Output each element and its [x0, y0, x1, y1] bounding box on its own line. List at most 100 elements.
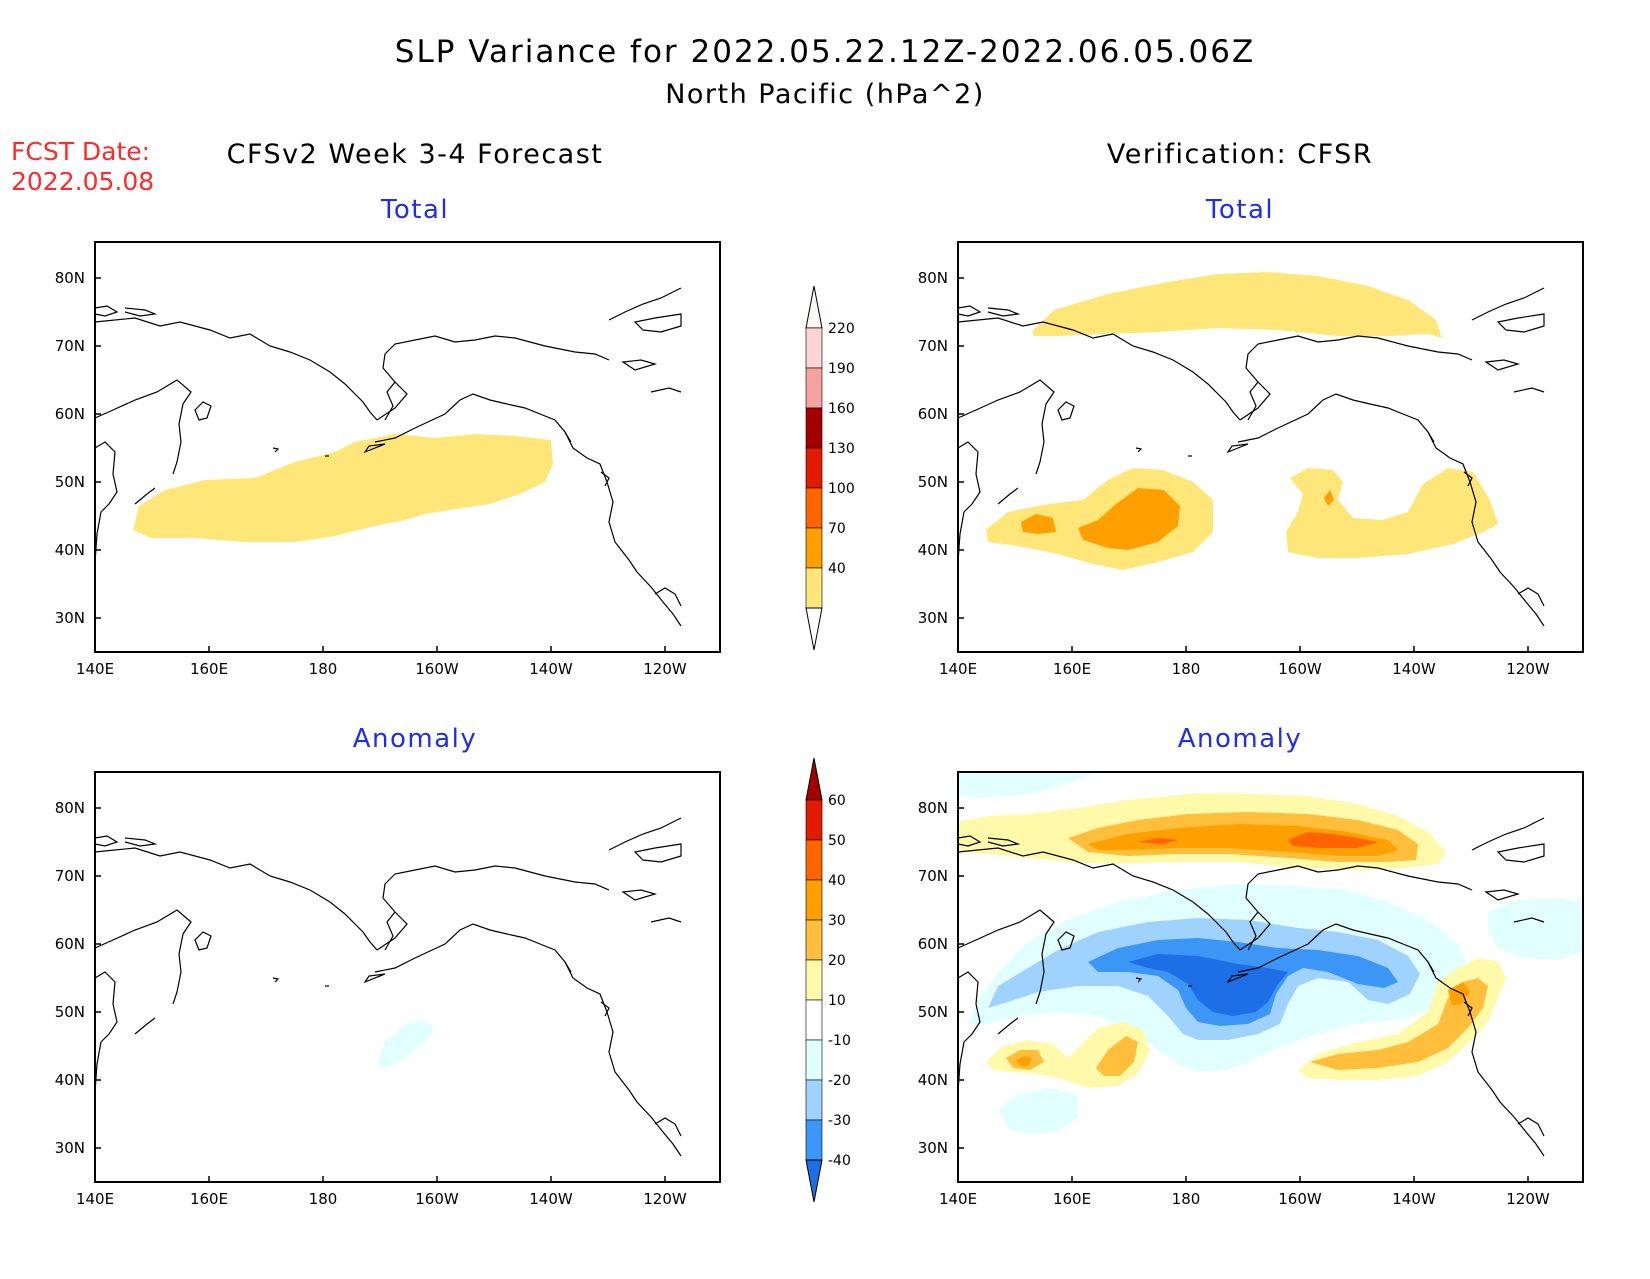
colorbar-label: 100 [828, 481, 855, 497]
colorbar-label: -40 [828, 1153, 851, 1169]
fcst-date-label: FCST Date: [11, 137, 150, 166]
colorbar-swatch [805, 757, 823, 801]
axis-labels: 140E 160E 180 160W 140W 120W 80N 70N 60N 50N 40N 30… [55, 269, 1550, 1208]
lat-label: 80N [918, 269, 948, 287]
colorbar-label: -20 [828, 1073, 851, 1089]
map-frame [94, 771, 721, 1183]
lon-label: 140E [76, 1190, 114, 1208]
lon-label: 180 [1172, 1190, 1201, 1208]
lat-label: 60N [55, 935, 85, 953]
map-forecast-total [94, 241, 721, 653]
map-frame [957, 771, 1584, 1183]
lon-label: 140E [76, 660, 114, 678]
contour-70-100-east [1324, 490, 1334, 506]
colorbar-anomaly: 60 50 40 30 20 10 -10 -20 -30 -40 [805, 757, 851, 1203]
contour-neg10-neg20 [377, 1020, 435, 1068]
lon-label: 120W [1506, 660, 1550, 678]
lat-label: 80N [55, 799, 85, 817]
lon-label: 140W [1392, 1190, 1436, 1208]
lat-label: 80N [918, 799, 948, 817]
lon-label: 160W [415, 660, 459, 678]
colorbar-label: 50 [828, 833, 846, 849]
colorbar-swatch [805, 1039, 823, 1081]
colorbar-label: 30 [828, 913, 846, 929]
lat-label: 70N [918, 337, 948, 355]
contour-neg10-neg20-sw [998, 1088, 1078, 1134]
lon-label: 180 [309, 1190, 338, 1208]
lon-label: 160E [1053, 1190, 1091, 1208]
lat-label: 40N [918, 541, 948, 559]
fcst-date-value: 2022.05.08 [11, 167, 154, 196]
lon-label: 140W [529, 660, 573, 678]
lat-label: 70N [55, 337, 85, 355]
colorbar-swatch [805, 879, 823, 921]
colorbar-label: 190 [828, 361, 855, 377]
lon-label: 160W [1278, 1190, 1322, 1208]
colorbar-label: 10 [828, 993, 846, 1009]
lon-label: 180 [1172, 660, 1201, 678]
lat-label: 30N [55, 609, 85, 627]
colorbar-label: -30 [828, 1113, 851, 1129]
contour-20-30-se [1310, 978, 1488, 1070]
colorbar-label: 160 [828, 401, 855, 417]
colorbar-swatch [805, 1079, 823, 1121]
figure-title: SLP Variance for 2022.05.22.12Z-2022.06.… [395, 34, 1255, 70]
lat-label: 40N [918, 1071, 948, 1089]
colorbar-label: 70 [828, 521, 846, 537]
lat-label: 50N [918, 473, 948, 491]
contour-40-50-north-b [1288, 832, 1378, 848]
map-verification-anomaly [957, 771, 1584, 1183]
contour-70-100-west [1021, 514, 1056, 534]
verification-heading: Verification: CFSR [1107, 139, 1373, 170]
colorbar-swatch [805, 487, 823, 529]
lon-label: 180 [309, 660, 338, 678]
colorbar-swatch [805, 607, 823, 651]
lon-label: 120W [1506, 1190, 1550, 1208]
contour-40-70-north [1033, 272, 1442, 338]
lon-label: 120W [643, 1190, 687, 1208]
lon-label: 160E [190, 1190, 228, 1208]
lat-label: 80N [55, 269, 85, 287]
colorbar-label: 60 [828, 793, 846, 809]
colorbar-swatch [805, 327, 823, 369]
colorbar-label: 40 [828, 873, 846, 889]
lat-label: 60N [55, 405, 85, 423]
map-forecast-anomaly [94, 771, 721, 1183]
figure-subtitle: North Pacific (hPa^2) [665, 79, 985, 110]
colorbar-label: 220 [828, 321, 855, 337]
colorbar-swatch [805, 839, 823, 881]
colorbar-swatch [805, 285, 823, 329]
contour-neg10-neg20-ne [1488, 898, 1583, 960]
lat-label: 50N [55, 1003, 85, 1021]
lon-label: 140E [939, 660, 977, 678]
lon-label: 140W [529, 1190, 573, 1208]
contour-40-70-east [1286, 468, 1498, 558]
colorbar-label: -10 [828, 1033, 851, 1049]
contour-neg10-neg20-nw [958, 772, 1098, 798]
lon-label: 160W [1278, 660, 1322, 678]
contour-30-40-se [1448, 982, 1470, 1006]
contour-70-100-west-2 [1078, 488, 1180, 550]
panel-title-forecast-total: Total [380, 195, 449, 225]
lat-label: 40N [55, 541, 85, 559]
map-verification-total [957, 241, 1584, 653]
lat-label: 70N [55, 867, 85, 885]
lat-label: 50N [55, 473, 85, 491]
contour-40-50-north-a [1138, 838, 1178, 844]
lon-label: 140E [939, 1190, 977, 1208]
panel-title-verification-anomaly: Anomaly [1178, 724, 1303, 754]
lat-label: 30N [918, 1139, 948, 1157]
colorbar-label: 130 [828, 441, 855, 457]
colorbar-swatch [805, 567, 823, 609]
lat-label: 30N [55, 1139, 85, 1157]
lat-label: 50N [918, 1003, 948, 1021]
contour-30-40-sw-a [1016, 1056, 1032, 1066]
colorbar-total: 220 190 160 130 100 70 40 [805, 285, 855, 651]
colorbar-swatch [805, 367, 823, 409]
colorbar-swatch [805, 959, 823, 1001]
contour-40-70 [133, 434, 553, 542]
panel-title-verification-total: Total [1205, 195, 1274, 225]
colorbar-swatch [805, 999, 823, 1041]
map-frame [94, 241, 721, 653]
lat-label: 60N [918, 935, 948, 953]
